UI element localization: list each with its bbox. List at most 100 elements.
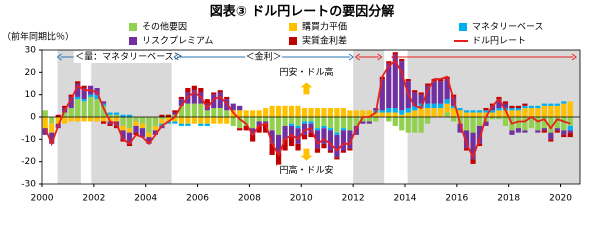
bar [496, 117, 502, 120]
bar [476, 110, 483, 113]
bar [489, 110, 496, 113]
bar [366, 121, 372, 124]
bar [139, 128, 146, 138]
bar [451, 117, 457, 122]
bar [224, 117, 230, 124]
bar [386, 112, 392, 117]
bar [288, 117, 295, 124]
bar [133, 121, 139, 126]
legend-swatch [129, 37, 137, 45]
bar [139, 117, 146, 124]
bar [476, 112, 483, 117]
bar [463, 148, 470, 151]
bar [230, 103, 236, 111]
bar [360, 110, 366, 117]
bar [405, 79, 411, 82]
bar [522, 108, 528, 117]
bar [347, 148, 353, 151]
bar [476, 143, 483, 147]
bar [250, 134, 256, 142]
x-tick-label: 2016 [445, 194, 468, 204]
bar [282, 117, 288, 126]
y-tick-label: 10 [25, 90, 37, 100]
bar [113, 114, 120, 117]
bar [88, 96, 94, 117]
bar [509, 110, 515, 117]
bar [178, 117, 184, 124]
bar [256, 110, 262, 117]
bar [548, 132, 554, 140]
bar [191, 90, 197, 104]
bar [217, 108, 223, 117]
bar [483, 112, 489, 117]
bar [185, 87, 191, 93]
bar [489, 105, 496, 111]
bar [172, 112, 178, 115]
bar [353, 110, 359, 117]
bar [425, 85, 431, 104]
chart-title: 図表③ ドル円レートの要因分解 [210, 4, 395, 20]
bar [126, 132, 133, 144]
bar [340, 130, 347, 151]
bar [515, 128, 522, 133]
bar [62, 117, 68, 124]
y-tick-label: -20 [21, 157, 36, 167]
y-tick-label: 20 [25, 68, 37, 78]
bar [224, 96, 230, 100]
bar [366, 110, 372, 117]
bar [340, 108, 347, 117]
bar [250, 128, 256, 135]
bar [288, 125, 295, 138]
bar [392, 54, 398, 109]
bar [476, 117, 483, 126]
bar [120, 125, 126, 131]
bar [275, 105, 282, 117]
bar [301, 117, 308, 122]
bar [185, 103, 191, 117]
x-tick-label: 2002 [82, 194, 105, 204]
bar [502, 110, 509, 117]
bar [113, 112, 120, 115]
bar [314, 117, 321, 129]
bar [94, 117, 100, 122]
bar [548, 139, 554, 142]
bar [522, 105, 528, 109]
bar [554, 117, 560, 129]
bar [301, 123, 308, 135]
bar [55, 117, 61, 124]
bar [282, 125, 288, 140]
bar [541, 105, 547, 117]
bar [100, 103, 107, 106]
bar [107, 114, 113, 117]
bar [275, 117, 282, 135]
bar [211, 108, 217, 117]
bar [502, 103, 509, 109]
x-tick-label: 2000 [31, 194, 54, 204]
bar [515, 105, 522, 109]
bar [509, 108, 515, 111]
bar [515, 108, 522, 111]
bar [386, 63, 392, 109]
bar [81, 101, 87, 117]
bar [561, 134, 567, 138]
bar [288, 123, 295, 126]
annotation-arrow [300, 148, 313, 161]
bar [308, 132, 314, 138]
bar [282, 105, 288, 117]
arrow-head [391, 53, 397, 61]
bar [198, 117, 204, 124]
bar [314, 148, 321, 153]
legend-label: マネタリーベース [472, 22, 544, 33]
bar [295, 128, 301, 144]
bar [379, 110, 385, 113]
bar [412, 117, 418, 133]
bar [535, 117, 541, 131]
bar [541, 117, 547, 129]
bar [217, 90, 223, 93]
bar [295, 143, 301, 151]
bar [211, 94, 217, 109]
bar [178, 105, 184, 117]
bar [327, 130, 334, 151]
bar [360, 117, 366, 122]
bar [483, 121, 489, 126]
